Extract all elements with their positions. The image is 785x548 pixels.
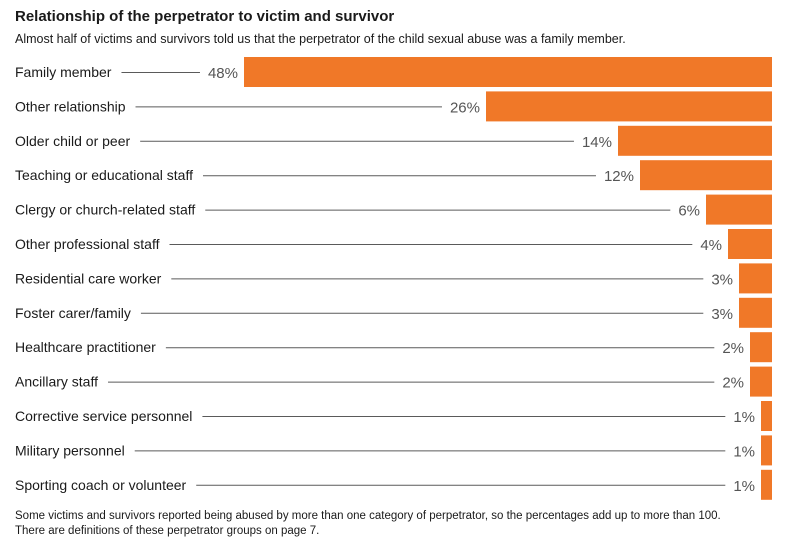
bar: [486, 91, 772, 122]
bar-row: Corrective service personnel 1%: [15, 401, 772, 431]
bar-row: Teaching or educational staff 12%: [15, 160, 772, 191]
bar-row: Healthcare practitioner 2%: [15, 332, 772, 363]
bar: [750, 332, 772, 363]
chart-title: Relationship of the perpetrator to victi…: [15, 8, 395, 25]
category-label: Older child or peer: [15, 133, 131, 149]
category-label: Other relationship: [15, 98, 126, 114]
bar-row: Clergy or church-related staff 6%: [15, 194, 772, 225]
value-label: 3%: [711, 271, 733, 288]
category-label: Healthcare practitioner: [15, 339, 156, 355]
bar: [618, 125, 772, 156]
bar: [761, 469, 772, 500]
value-label: 6%: [678, 203, 700, 220]
bar: [244, 57, 772, 87]
bar-row: Other relationship 26%: [15, 91, 772, 122]
bar-row: Other professional staff 4%: [15, 229, 772, 259]
value-label: 2%: [722, 340, 744, 357]
category-label: Corrective service personnel: [15, 408, 192, 424]
bar-row: Military personnel 1%: [15, 435, 772, 466]
bar-row: Ancillary staff 2%: [15, 366, 772, 397]
value-label: 2%: [722, 375, 744, 392]
category-label: Family member: [15, 64, 112, 80]
value-label: 4%: [700, 237, 722, 254]
bar: [640, 160, 772, 191]
value-label: 12%: [604, 168, 634, 185]
category-label: Sporting coach or volunteer: [15, 477, 187, 493]
bar-row: Foster carer/family 3%: [15, 297, 772, 328]
category-label: Foster carer/family: [15, 305, 131, 321]
bar: [761, 401, 772, 431]
category-label: Teaching or educational staff: [15, 167, 193, 183]
value-label: 1%: [733, 478, 755, 495]
bar-row: Older child or peer 14%: [15, 125, 772, 156]
category-label: Ancillary staff: [15, 374, 98, 390]
bar: [728, 229, 772, 259]
footnote-line: Some victims and survivors reported bein…: [15, 510, 721, 522]
value-label: 48%: [208, 65, 238, 82]
value-label: 3%: [711, 306, 733, 323]
bar-row: Sporting coach or volunteer 1%: [15, 469, 772, 500]
bar: [750, 366, 772, 397]
value-label: 26%: [450, 99, 480, 116]
chart-subtitle: Almost half of victims and survivors tol…: [15, 32, 626, 46]
category-label: Other professional staff: [15, 236, 160, 252]
chart-footnote: Some victims and survivors reported bein…: [15, 509, 775, 539]
bar: [706, 194, 772, 225]
bar-row: Family member 48%: [15, 57, 772, 87]
bar-row: Residential care worker 3%: [15, 263, 772, 294]
value-label: 1%: [733, 443, 755, 460]
category-label: Military personnel: [15, 442, 125, 458]
value-label: 1%: [733, 409, 755, 426]
footnote-line: There are definitions of these perpetrat…: [15, 525, 320, 537]
bar: [739, 263, 772, 294]
category-label: Clergy or church-related staff: [15, 202, 195, 218]
bar: [761, 435, 772, 466]
bar: [739, 297, 772, 328]
category-label: Residential care worker: [15, 270, 162, 286]
value-label: 14%: [582, 134, 612, 151]
